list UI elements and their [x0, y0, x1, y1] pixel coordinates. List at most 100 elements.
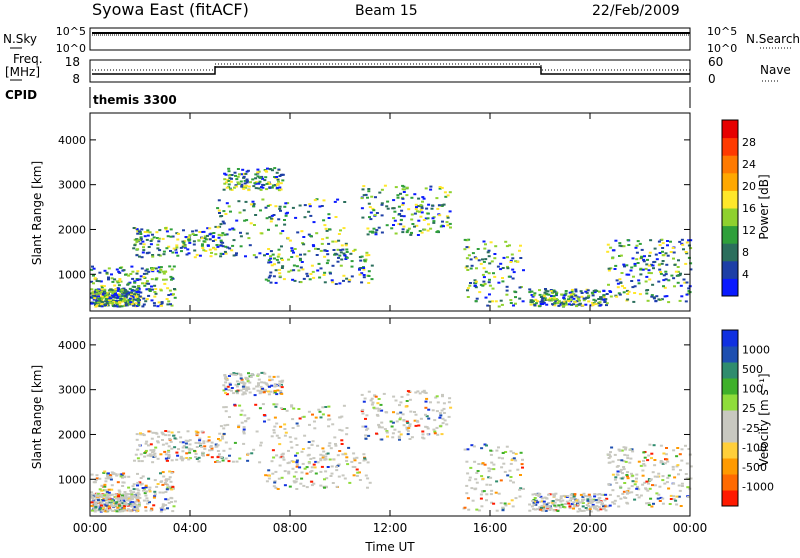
colorbar-segment	[722, 137, 738, 156]
echo-cell	[142, 275, 146, 278]
echo-cell	[607, 453, 611, 456]
echo-cell	[110, 488, 114, 491]
echo-cell	[122, 499, 126, 502]
echo-cell	[334, 216, 338, 218]
echo-cell	[466, 448, 470, 451]
echo-cell	[358, 268, 361, 271]
echo-cell	[534, 500, 538, 503]
echo-cell	[288, 239, 292, 242]
echo-cell	[665, 481, 669, 484]
echo-cell	[326, 253, 330, 256]
echo-cell	[422, 389, 426, 392]
echo-cell	[482, 267, 486, 270]
echo-cell	[234, 184, 238, 187]
echo-cell	[271, 169, 274, 172]
echo-cell	[340, 443, 344, 445]
echo-cell	[557, 304, 561, 307]
echo-cell	[338, 428, 342, 431]
echo-cell	[307, 441, 311, 443]
echo-cell	[260, 381, 264, 384]
echo-cell	[122, 472, 126, 475]
echo-cell	[465, 484, 469, 487]
colorbar-segment	[722, 346, 738, 363]
echo-cell	[280, 386, 284, 389]
echo-cell	[468, 479, 472, 482]
echo-cell	[90, 296, 93, 299]
echo-cell	[361, 188, 365, 191]
echo-cell	[162, 272, 166, 275]
echo-cell	[103, 470, 107, 473]
echo-cell	[300, 471, 304, 474]
echo-cell	[148, 288, 152, 291]
echo-cell	[155, 485, 159, 488]
echo-cell	[414, 424, 418, 427]
echo-cell	[292, 475, 296, 478]
echo-cell	[130, 498, 134, 501]
echo-cell	[136, 270, 140, 273]
echo-cell	[653, 464, 657, 467]
echo-cell	[647, 502, 651, 504]
echo-cell	[342, 279, 345, 282]
colorbar-tick-label: -500	[742, 461, 767, 474]
cpid-label: CPID	[5, 88, 37, 102]
echo-cell	[120, 496, 124, 499]
echo-cell	[209, 445, 213, 447]
echo-cell	[314, 472, 318, 475]
echo-cell	[217, 209, 221, 212]
echo-cell	[254, 187, 258, 190]
echo-cell	[290, 405, 294, 408]
echo-cell	[267, 261, 271, 264]
echo-cell	[197, 442, 201, 445]
echo-cell	[380, 203, 384, 206]
freq-trace	[92, 66, 690, 75]
echo-cell	[302, 243, 306, 246]
y-tick-label: 1000	[58, 473, 86, 486]
echo-cell	[116, 481, 120, 484]
echo-cell	[475, 267, 478, 270]
echo-cell	[397, 435, 401, 438]
echo-cell	[224, 213, 228, 215]
echo-cell	[391, 432, 395, 435]
echo-cell	[391, 436, 395, 439]
colorbar-tick-label: 8	[742, 246, 749, 259]
echo-cell	[376, 402, 380, 405]
echo-cell	[341, 248, 345, 251]
echo-cell	[611, 249, 615, 252]
echo-cell	[103, 288, 107, 291]
echo-cell	[195, 434, 199, 437]
echo-cell	[130, 289, 134, 292]
echo-cell	[673, 285, 676, 288]
echo-cell	[167, 430, 171, 433]
echo-cell	[425, 397, 429, 400]
echo-cell	[221, 253, 225, 255]
echo-cell	[569, 300, 573, 303]
echo-cell	[105, 504, 109, 507]
echo-cell	[92, 267, 96, 270]
echo-cell	[229, 373, 233, 376]
echo-cell	[143, 231, 147, 233]
echo-cell	[101, 499, 105, 502]
echo-cell	[649, 497, 653, 500]
echo-cell	[620, 459, 624, 462]
echo-cell	[481, 477, 485, 480]
echo-cell	[446, 224, 450, 227]
echo-cell	[241, 168, 245, 171]
echo-cell	[467, 246, 471, 249]
echo-cell	[605, 293, 609, 295]
echo-cell	[140, 267, 144, 270]
echo-cell	[575, 295, 579, 298]
echo-cell	[296, 231, 300, 234]
echo-cell	[671, 468, 675, 471]
echo-cell	[514, 296, 517, 299]
echo-cell	[288, 436, 292, 439]
echo-cell	[558, 300, 561, 303]
echo-cell	[234, 174, 237, 177]
echo-cell	[145, 490, 148, 493]
echo-cell	[584, 303, 588, 306]
echo-cell	[118, 504, 122, 507]
echo-cell	[547, 493, 551, 496]
echo-cell	[635, 258, 639, 261]
echo-cell	[240, 173, 244, 176]
echo-cell	[302, 415, 306, 418]
